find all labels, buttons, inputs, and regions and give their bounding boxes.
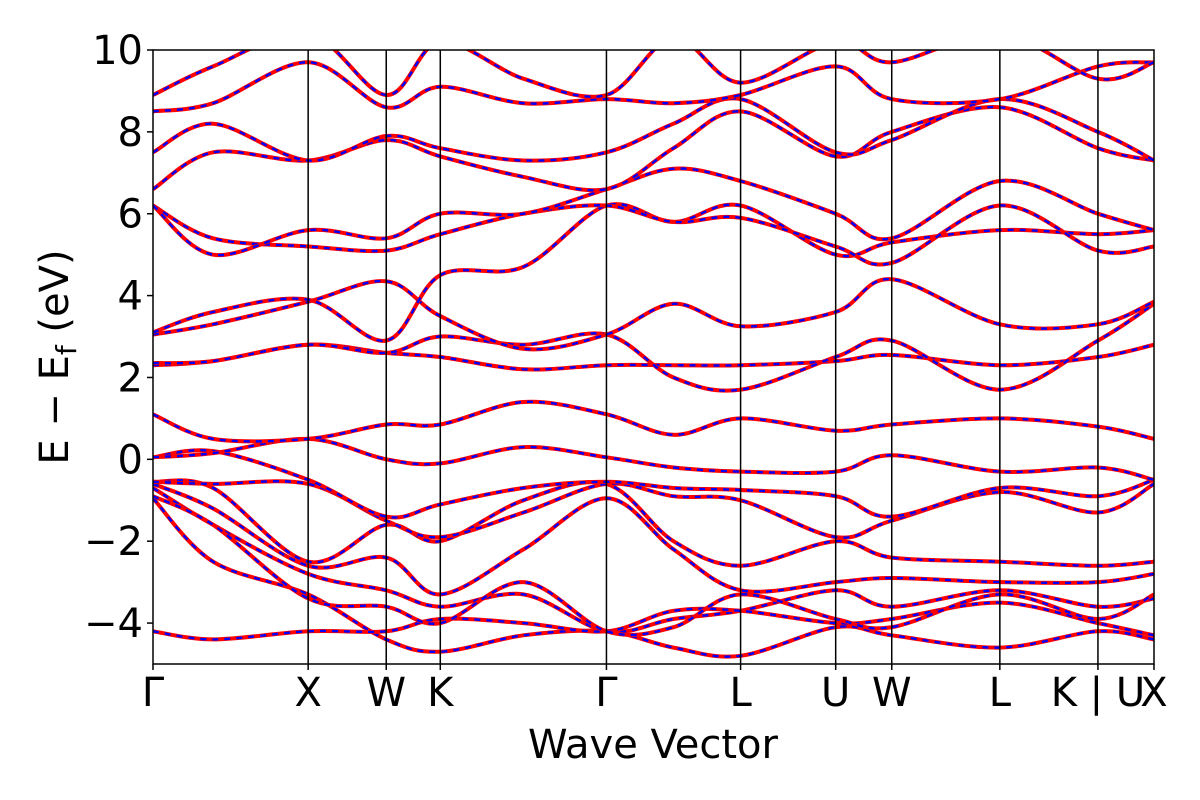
bands-layer (153, 50, 1154, 659)
x-tick-label-0: Γ (142, 670, 165, 716)
band-line-dashed-12 (153, 204, 1154, 266)
x-tick-label-4: Γ (595, 670, 618, 716)
y-axis-label-subscript: f (50, 344, 83, 355)
x-tick-label-3: K (427, 670, 455, 716)
high-symmetry-lines (307, 50, 1099, 664)
band-line-9 (153, 302, 1154, 393)
band-line-dashed-4 (153, 480, 1154, 539)
x-tick-label-1: X (294, 670, 321, 716)
y-tick-label-2: 0 (118, 437, 143, 483)
y-tick-label-4: 4 (118, 274, 143, 320)
band-line-dashed-1 (153, 486, 1154, 634)
plot-frame (152, 49, 1155, 665)
band-line-dashed-15 (153, 97, 1154, 162)
band-line-dashed-2 (153, 482, 1154, 596)
band-line-dashed-19 (153, 495, 1154, 637)
band-line-dashed-11 (153, 202, 1154, 342)
y-tick-label-3: 2 (118, 355, 143, 401)
x-tick-label-8: L (989, 670, 1012, 716)
y-tick-label-6: 8 (118, 110, 143, 156)
band-line-dashed-18 (153, 601, 1154, 641)
band-line-7 (153, 399, 1154, 444)
x-tick-label-10: X (1140, 670, 1167, 716)
y-axis: −4 −2 0 2 4 6 8 10 (84, 28, 153, 647)
x-axis-label: Wave Vector (528, 722, 779, 768)
band-line-dashed-5 (153, 449, 1154, 519)
x-tick-label-9: K | U (1051, 670, 1145, 716)
band-line-dashed-10 (153, 277, 1154, 351)
band-line-dashed-6 (153, 437, 1154, 481)
band-line-dashed-0 (153, 497, 1154, 658)
y-axis-label-main: E − E (32, 355, 78, 465)
x-tick-label-5: L (729, 670, 752, 716)
y-axis-label: E − Ef (eV) (32, 249, 83, 464)
y-tick-label-0: −4 (84, 601, 143, 647)
band-line-dashed-17 (153, 50, 1154, 98)
y-tick-label-7: 10 (92, 28, 143, 74)
y-tick-label-5: 6 (118, 192, 143, 238)
x-tick-label-6: U (821, 670, 850, 716)
y-axis-label-unit: (eV) (32, 249, 78, 345)
y-tick-label-1: −2 (84, 519, 143, 565)
band-line-dashed-16 (153, 61, 1154, 113)
x-tick-label-7: W (872, 670, 912, 716)
x-tick-label-2: W (366, 670, 406, 716)
